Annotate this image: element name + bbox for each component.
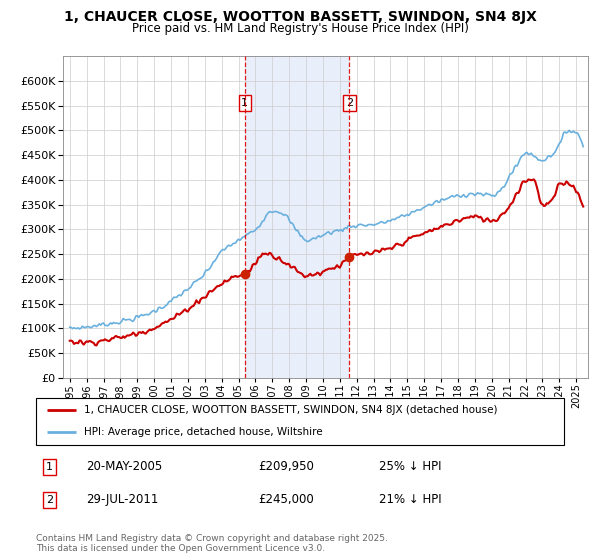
Text: Contains HM Land Registry data © Crown copyright and database right 2025.
This d: Contains HM Land Registry data © Crown c…: [36, 534, 388, 553]
Text: 1: 1: [46, 461, 53, 472]
FancyBboxPatch shape: [36, 398, 564, 445]
Text: £209,950: £209,950: [258, 460, 314, 473]
Text: 1, CHAUCER CLOSE, WOOTTON BASSETT, SWINDON, SN4 8JX (detached house): 1, CHAUCER CLOSE, WOOTTON BASSETT, SWIND…: [83, 405, 497, 416]
Text: 20-MAY-2005: 20-MAY-2005: [86, 460, 163, 473]
Text: £245,000: £245,000: [258, 493, 314, 506]
Bar: [245, 56, 349, 378]
Text: 1: 1: [241, 98, 248, 108]
Text: 1, CHAUCER CLOSE, WOOTTON BASSETT, SWINDON, SN4 8JX: 1, CHAUCER CLOSE, WOOTTON BASSETT, SWIND…: [64, 10, 536, 24]
Text: 25% ↓ HPI: 25% ↓ HPI: [379, 460, 442, 473]
Text: 21% ↓ HPI: 21% ↓ HPI: [379, 493, 442, 506]
Text: 2: 2: [346, 98, 353, 108]
Text: HPI: Average price, detached house, Wiltshire: HPI: Average price, detached house, Wilt…: [83, 427, 322, 437]
Text: 2: 2: [46, 495, 53, 505]
Text: Price paid vs. HM Land Registry's House Price Index (HPI): Price paid vs. HM Land Registry's House …: [131, 22, 469, 35]
Text: 29-JUL-2011: 29-JUL-2011: [86, 493, 158, 506]
